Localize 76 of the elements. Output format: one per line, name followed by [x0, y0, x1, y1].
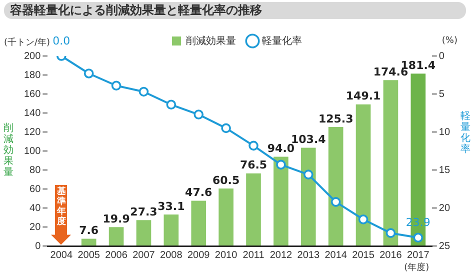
y2-tick-label: 25 — [438, 240, 450, 252]
bar — [108, 227, 124, 246]
y-tick-label: 160 — [24, 88, 42, 100]
y-tick-label: 100 — [24, 146, 42, 157]
y-tick-label: 200 — [24, 50, 42, 62]
point — [138, 86, 149, 97]
y-tick-label: 80 — [30, 164, 42, 176]
bar — [81, 238, 96, 246]
x-tick-label: 2007 — [132, 250, 156, 261]
data-label: 7.6 — [79, 224, 99, 238]
x-tick-label: 2004 — [50, 250, 73, 261]
x-tick-label: 2006 — [105, 250, 128, 261]
x-tick-label: 2005 — [78, 250, 100, 261]
y-tick-label: 20 — [30, 222, 42, 233]
data-label: 125.3 — [318, 112, 354, 126]
bar — [218, 188, 234, 246]
bar — [164, 214, 179, 246]
data-label: 33.1 — [158, 200, 185, 213]
data-label: 27.3 — [130, 205, 158, 218]
chart-title: 容器軽量化による削減効果量と軽量化率の推移 — [4, 2, 466, 19]
bar — [356, 104, 371, 246]
text: (年度) — [404, 262, 430, 274]
y-tick-label: 0 — [35, 240, 42, 252]
bar — [274, 156, 288, 246]
bar — [246, 173, 261, 246]
x-tick-label: 2017 — [407, 250, 430, 261]
data-label: 149.1 — [346, 90, 381, 103]
bar — [300, 148, 316, 246]
x-tick-label: 2012 — [270, 250, 293, 261]
x-tick-label: 2009 — [187, 250, 210, 261]
point — [84, 68, 94, 78]
y2-tick-label: 15 — [438, 164, 450, 176]
point — [276, 160, 286, 170]
y-axis-title: 削減効果量 — [3, 123, 14, 178]
x-tick-label: 2013 — [297, 250, 320, 261]
point — [111, 80, 122, 91]
y2-tick-label: 10 — [438, 126, 450, 138]
annotation: 基準年度 — [56, 187, 66, 228]
point — [386, 228, 396, 238]
legend-label: 軽量化率 — [262, 34, 302, 47]
text: (千トン/年) — [4, 36, 50, 49]
y-tick-label: 180 — [24, 70, 42, 81]
x-tick-label: 2015 — [352, 250, 375, 261]
x-tick-label: 2011 — [242, 250, 265, 261]
point — [166, 100, 176, 110]
bar — [328, 126, 344, 246]
y2-tick-label: 20 — [438, 202, 450, 214]
data-label: 19.9 — [102, 212, 130, 226]
point — [303, 170, 314, 180]
y2-axis-title: 軽量化率 — [460, 111, 471, 155]
data-label: 0.0 — [52, 34, 70, 48]
bar — [191, 200, 206, 246]
data-label: 94.0 — [267, 142, 295, 156]
y2-tick-label: 5 — [438, 88, 445, 100]
legend-label: 削減効果量 — [186, 34, 236, 47]
x-tick-label: 2014 — [324, 250, 348, 261]
point — [413, 232, 424, 243]
bar — [383, 80, 398, 246]
text: (%) — [442, 36, 458, 46]
y-tick-label: 120 — [24, 126, 42, 138]
y-tick-label: 140 — [24, 108, 42, 119]
x-tick-label: 2008 — [160, 250, 183, 261]
data-label: 60.5 — [212, 174, 240, 187]
point — [221, 123, 231, 134]
point — [248, 140, 258, 151]
x-tick-label: 2010 — [214, 250, 238, 261]
y-tick-label: 40 — [30, 202, 42, 214]
point — [358, 214, 368, 224]
x-tick-label: 2016 — [380, 250, 402, 261]
data-label: 76.5 — [240, 158, 268, 172]
bar — [136, 220, 152, 246]
y2-tick-label: 0 — [438, 50, 445, 62]
point — [330, 197, 341, 207]
data-label: 47.6 — [185, 186, 213, 200]
point — [194, 110, 204, 120]
y-tick-label: 60 — [30, 184, 42, 195]
